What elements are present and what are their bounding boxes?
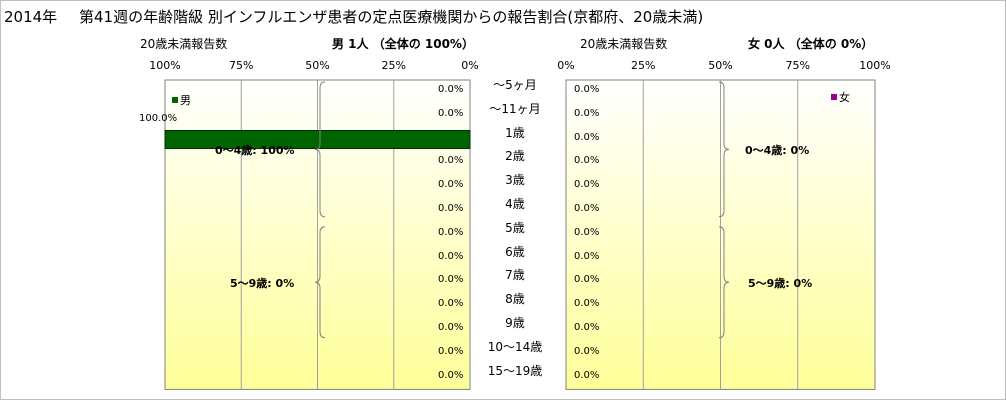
- male-x-tick-label: 75%: [229, 59, 254, 72]
- female-value-label: 0.0%: [574, 345, 600, 357]
- female-value-label: 0.0%: [574, 250, 600, 262]
- female-group-label-5-9: 5～9歳: 0%: [748, 277, 813, 291]
- female-x-tick-label: 0%: [557, 59, 575, 72]
- female-legend-label: 女: [839, 91, 850, 104]
- age-category-label: ～5ヶ月: [493, 77, 537, 92]
- age-category-label: 5歳: [505, 220, 525, 235]
- male-axis-caption: 20歳未満報告数: [140, 37, 228, 51]
- title-main: 第41週の年齢階級 別インフルエンザ患者の定点医療機関からの報告割合(京都府、2…: [79, 8, 704, 26]
- male-value-label: 0.0%: [438, 321, 464, 333]
- female-heading: 女 0人 （全体の 0%）: [748, 37, 874, 51]
- male-value-label: 0.0%: [438, 226, 464, 238]
- age-category-label: 9歳: [505, 315, 525, 330]
- male-value-label: 0.0%: [438, 274, 464, 286]
- male-value-label: 0.0%: [438, 202, 464, 214]
- female-value-label: 0.0%: [574, 155, 600, 167]
- female-value-label: 0.0%: [574, 107, 600, 119]
- male-brace-0-4: [314, 81, 326, 218]
- female-brace-5-9: [718, 226, 730, 339]
- female-x-tick-label: 50%: [708, 59, 733, 72]
- age-category-label: 6歳: [505, 244, 525, 259]
- female-group-label-0-4: 0～4歳: 0%: [745, 144, 810, 158]
- male-x-tick-label: 100%: [149, 59, 181, 72]
- male-value-label: 0.0%: [438, 369, 464, 381]
- age-category-label: ～11ヶ月: [489, 101, 541, 116]
- female-x-tick-label: 100%: [859, 59, 891, 72]
- male-heading: 男 1人 （全体の 100%）: [332, 37, 474, 51]
- age-category-label: 10～14歳: [487, 339, 543, 354]
- male-value-label: 0.0%: [438, 345, 464, 357]
- male-group-label-0-4: 0～4歳: 100%: [215, 144, 295, 158]
- female-value-label: 0.0%: [574, 179, 600, 191]
- female-value-label: 0.0%: [574, 321, 600, 333]
- female-value-label: 0.0%: [574, 298, 600, 310]
- male-x-tick-label: 0%: [461, 59, 479, 72]
- female-value-label: 0.0%: [574, 369, 600, 381]
- female-axis-caption: 20歳未満報告数: [580, 37, 668, 51]
- age-category-label: 3歳: [505, 173, 525, 188]
- male-x-tick-label: 25%: [381, 59, 406, 72]
- male-value-label: 0.0%: [438, 250, 464, 262]
- male-brace-5-9: [314, 226, 326, 339]
- male-group-label-5-9: 5～9歳: 0%: [230, 277, 295, 291]
- female-legend-swatch: [831, 94, 837, 100]
- male-value-label: 100.0%: [139, 112, 178, 124]
- female-x-tick-label: 25%: [631, 59, 656, 72]
- female-value-label: 0.0%: [574, 83, 600, 95]
- age-category-label: 8歳: [505, 292, 525, 307]
- age-category-label: 4歳: [505, 196, 525, 211]
- female-value-label: 0.0%: [574, 226, 600, 238]
- age-category-label: 1歳: [505, 125, 525, 140]
- male-value-label: 0.0%: [438, 179, 464, 191]
- female-value-label: 0.0%: [574, 202, 600, 214]
- female-value-label: 0.0%: [574, 131, 600, 143]
- title-year: 2014年: [4, 8, 58, 26]
- male-legend-swatch: [172, 97, 178, 103]
- male-bar: [164, 130, 471, 149]
- female-x-tick-label: 75%: [785, 59, 810, 72]
- female-value-label: 0.0%: [574, 274, 600, 286]
- male-value-label: 0.0%: [438, 155, 464, 167]
- age-category-label: 15～19歳: [487, 363, 543, 378]
- male-legend-label: 男: [180, 94, 191, 107]
- age-category-label: 2歳: [505, 149, 525, 164]
- age-category-label: 7歳: [505, 268, 525, 283]
- male-x-tick-label: 50%: [305, 59, 330, 72]
- female-brace-0-4: [718, 81, 730, 218]
- male-value-label: 0.0%: [438, 107, 464, 119]
- male-value-label: 0.0%: [438, 83, 464, 95]
- male-value-label: 0.0%: [438, 298, 464, 310]
